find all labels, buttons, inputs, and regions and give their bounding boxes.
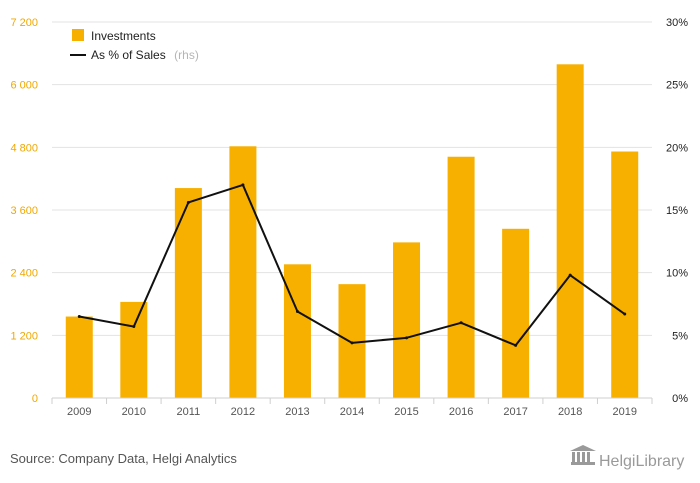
point-sales-share <box>568 273 572 277</box>
y-left-tick-label: 6 000 <box>10 80 38 92</box>
point-sales-share <box>350 341 354 345</box>
y-right-tick-label: 30% <box>666 17 688 29</box>
bar-investments <box>611 151 639 398</box>
y-right-tick-label: 0% <box>672 393 688 405</box>
point-sales-share <box>241 183 245 187</box>
x-tick-label: 2013 <box>285 406 309 418</box>
axes: 0 1 200 2 400 3 600 4 800 6 000 7 200 0% 5% 10% 15… <box>10 17 688 418</box>
y-right-tick-label: 10% <box>666 268 688 280</box>
x-tick-label: 2012 <box>231 406 255 418</box>
point-sales-share <box>623 312 627 316</box>
legend-label-investments: Investments <box>91 29 156 43</box>
point-sales-share <box>132 325 136 329</box>
bar-investments <box>393 242 421 398</box>
bar-investments <box>283 264 311 398</box>
bar-investments <box>502 228 530 398</box>
y-right-tick-label: 25% <box>666 80 688 92</box>
x-tick-label: 2019 <box>612 406 636 418</box>
x-tick-label: 2018 <box>558 406 582 418</box>
library-building-icon <box>570 445 596 465</box>
point-sales-share <box>295 310 299 314</box>
svg-text:As % of Sales (rhs): As % of Sales (rhs) <box>91 46 199 63</box>
x-tick-label: 2017 <box>503 406 527 418</box>
x-tick-label: 2009 <box>67 406 91 418</box>
legend-label-sales-share: As % of Sales <box>91 48 166 62</box>
x-tick-label: 2010 <box>122 406 146 418</box>
y-left-tick-label: 3 600 <box>10 205 38 217</box>
y-right-tick-label: 5% <box>672 330 688 342</box>
bar-series <box>65 64 639 399</box>
x-tick-label: 2011 <box>177 406 201 418</box>
legend-swatch-investments <box>72 29 84 41</box>
x-tick-label: 2015 <box>394 406 418 418</box>
bar-investments <box>174 188 202 398</box>
x-tick-label: 2014 <box>340 406 364 418</box>
point-sales-share <box>405 336 409 340</box>
gridlines <box>52 21 652 336</box>
y-right-tick-label: 20% <box>666 142 688 154</box>
y-right-tick-label: 15% <box>666 205 688 217</box>
legend: Investments As % of Sales (rhs) <box>70 29 199 63</box>
line-series <box>77 183 627 347</box>
legend-label-rhs: (rhs) <box>174 48 199 62</box>
point-sales-share <box>77 315 81 319</box>
y-left-tick-label: 7 200 <box>10 17 38 29</box>
point-sales-share <box>514 343 518 347</box>
point-sales-share <box>186 200 190 204</box>
bar-investments <box>447 156 475 398</box>
bar-investments <box>120 301 148 398</box>
x-tick-label: 2016 <box>449 406 473 418</box>
y-left-tick-label: 1 200 <box>10 330 38 342</box>
point-sales-share <box>459 321 463 325</box>
helgi-library-logo: HelgiLibrary <box>570 445 684 470</box>
bar-investments <box>556 64 584 399</box>
source-note: Source: Company Data, Helgi Analytics <box>10 451 237 466</box>
bar-investments <box>65 316 93 398</box>
y-left-tick-label: 2 400 <box>10 268 38 280</box>
y-left-tick-label: 4 800 <box>10 142 38 154</box>
brand-text: HelgiLibrary <box>599 453 684 470</box>
y-left-tick-label: 0 <box>32 393 38 405</box>
